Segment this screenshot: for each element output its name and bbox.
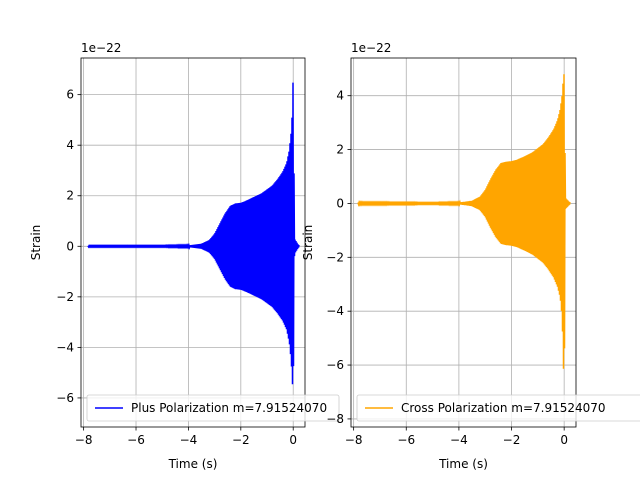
series-cross (357, 74, 571, 369)
y-tick-label: −2 (56, 290, 74, 304)
x-tick-label: 0 (560, 433, 568, 447)
x-tick-label: −6 (127, 433, 145, 447)
legend-box (356, 394, 640, 422)
y-tick-label: −2 (326, 250, 344, 264)
x-tick-label: −2 (503, 433, 521, 447)
y-tick-label: −4 (326, 304, 344, 318)
axis-offset-text: 1e−22 (81, 41, 121, 55)
y-tick-label: −4 (56, 340, 74, 354)
axes-frame (350, 57, 577, 428)
series-plus (87, 82, 300, 385)
axes-frame (80, 57, 306, 428)
x-axis-label: Time (s) (438, 457, 488, 471)
x-axis-label: Time (s) (168, 457, 218, 471)
subplot-plus: −8 −6 −4 −2 0 −6 −4 −2 0 2 4 6 Time (s) Strain 1e−22 Pl… (29, 41, 340, 471)
legend-box (86, 394, 340, 422)
legend-label: Cross Polarization m=7.91524070 (401, 401, 606, 415)
x-tick-label: −8 (75, 433, 93, 447)
series-line (357, 74, 571, 369)
y-axis-label: Strain (301, 225, 315, 261)
x-tick-label: −4 (450, 433, 468, 447)
x-tick-label: −4 (180, 433, 198, 447)
y-tick-label: 4 (66, 138, 74, 152)
series-line (87, 82, 300, 385)
legend-label: Plus Polarization m=7.91524070 (131, 401, 327, 415)
y-tick-label: 6 (66, 88, 74, 102)
subplot-cross: −8 −6 −4 −2 0 −8 −6 −4 −2 0 2 4 Time (s) Strain 1e−22 C… (301, 41, 640, 471)
x-tick-label: −6 (397, 433, 415, 447)
y-tick-label: −6 (56, 391, 74, 405)
y-tick-label: 2 (336, 143, 344, 157)
y-axis-label: Strain (29, 225, 43, 261)
y-tick-label: 4 (336, 89, 344, 103)
y-tick-label: −8 (326, 412, 344, 426)
y-tick-label: 0 (336, 196, 344, 210)
x-tick-label: −8 (345, 433, 363, 447)
x-tick-label: −2 (232, 433, 250, 447)
y-tick-label: 2 (66, 189, 74, 203)
x-tick-label: 0 (289, 433, 297, 447)
y-tick-label: 0 (66, 239, 74, 253)
y-tick-label: −6 (326, 358, 344, 372)
axis-offset-text: 1e−22 (351, 41, 391, 55)
